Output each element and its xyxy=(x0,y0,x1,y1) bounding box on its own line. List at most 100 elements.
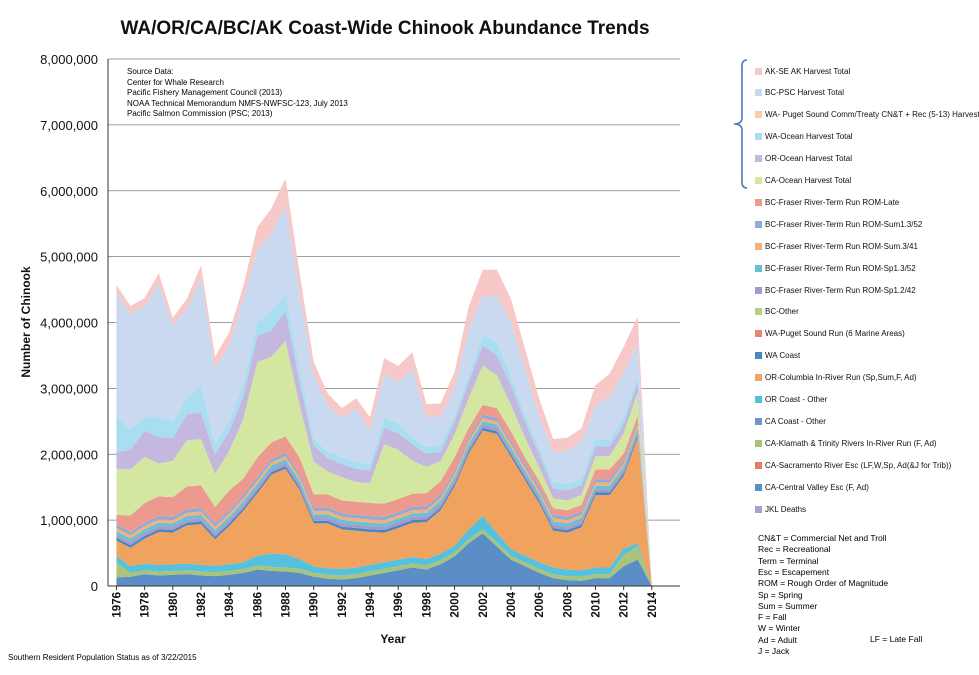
legend-swatch xyxy=(755,286,762,294)
legend-swatch xyxy=(755,220,762,228)
source-line: Pacific Salmon Commission (PSC; 2013) xyxy=(127,109,273,118)
legend-item: BC-Other xyxy=(755,305,799,319)
legend-item: JKL Deaths xyxy=(755,502,806,516)
source-line: Source Data: xyxy=(127,67,174,76)
footer-note: Southern Resident Population Status as o… xyxy=(8,653,197,662)
legend-item: WA- Puget Sound Comm/Treaty CN&T + Rec (… xyxy=(755,108,979,122)
legend-item: BC-Fraser River-Term Run ROM-Sum1.3/52 xyxy=(755,217,922,231)
legend-swatch xyxy=(755,198,762,206)
abbreviation-line: F = Fall xyxy=(758,612,787,623)
x-tick-label: 2006 xyxy=(534,592,546,618)
legend-item: CA-Ocean Harvest Total xyxy=(755,174,851,188)
x-axis-label: Year xyxy=(380,632,406,646)
area-series xyxy=(116,294,652,586)
legend-swatch xyxy=(755,505,762,513)
area-series xyxy=(116,427,652,586)
source-data-note: Source Data: Center for Whale Research Pac… xyxy=(127,67,348,120)
x-tick-label: 1982 xyxy=(196,592,208,618)
x-tick-label: 1998 xyxy=(421,591,433,617)
x-tick-label: 2010 xyxy=(590,592,602,618)
x-tick-label: 2002 xyxy=(478,592,490,618)
x-tick-label: 1994 xyxy=(365,591,377,617)
x-tick-label: 1978 xyxy=(140,591,152,617)
legend-label: JKL Deaths xyxy=(765,504,807,514)
source-line: Pacific Fishery Management Council (2013… xyxy=(127,88,283,97)
legend-swatch xyxy=(755,242,762,250)
y-tick-label: 2,000,000 xyxy=(40,447,98,462)
chart-title: WA/OR/CA/BC/AK Coast-Wide Chinook Abunda… xyxy=(120,18,649,39)
legend-swatch xyxy=(755,177,762,184)
x-tick-label: 1976 xyxy=(111,592,123,618)
abbreviation-line: Term = Terminal xyxy=(758,555,819,566)
legend-label: AK-SE AK Harvest Total xyxy=(765,66,851,76)
area-series xyxy=(116,311,652,586)
legend-label: BC-PSC Harvest Total xyxy=(765,88,844,98)
y-tick-labels: 0 1,000,000 2,000,000 3,000,000 4,000,000 5,0… xyxy=(40,52,98,594)
legend-label: WA- Puget Sound Comm/Treaty CN&T + Rec (… xyxy=(765,110,979,120)
stacked-areas xyxy=(116,178,652,586)
legend-label: BC-Fraser River-Term Run ROM-Sum1.3/52 xyxy=(765,219,923,229)
legend-label: CA Coast - Other xyxy=(765,416,826,426)
legend-swatch xyxy=(755,89,762,97)
legend-item: BC-PSC Harvest Total xyxy=(755,86,844,100)
legend-label: BC-Fraser River-Term Run ROM-Late xyxy=(765,197,900,207)
legend-label: OR-Columbia In-River Run (Sp,Sum,F, Ad) xyxy=(765,373,917,383)
x-tick-label: 1980 xyxy=(168,592,180,618)
abbreviation-line: Sp = Spring xyxy=(758,589,803,600)
abbreviation-line: ROM = Rough Order of Magnitude xyxy=(758,578,889,589)
legend-label: CA-Sacramento River Esc (LF,W,Sp, Ad(&J … xyxy=(765,460,952,470)
legend-item: WA-Ocean Harvest Total xyxy=(755,130,853,144)
legend-swatch xyxy=(755,461,762,469)
legend-swatch xyxy=(755,352,762,360)
legend-item: BC-Fraser River-Term Run ROM-Sp1.3/52 xyxy=(755,261,916,275)
x-tick-label: 1986 xyxy=(252,592,264,618)
y-tick-label: 4,000,000 xyxy=(40,316,98,331)
x-tick-label: 2012 xyxy=(619,592,631,618)
source-line: Center for Whale Research xyxy=(127,77,224,87)
legend-swatch xyxy=(755,111,762,119)
abbreviation-late-fall: LF = Late Fall xyxy=(870,634,923,644)
source-line: NOAA Technical Memorandum NMFS-NWFSC-123… xyxy=(127,98,348,108)
legend-item: CA Coast - Other xyxy=(755,414,826,428)
area-series xyxy=(116,418,652,586)
legend-label: WA Coast xyxy=(765,351,801,361)
legend-label: OR Coast - Other xyxy=(765,395,828,404)
x-tick-label: 2000 xyxy=(450,592,462,618)
abbreviations-key: LF = Late Fall CN&T = Commercial Net and… xyxy=(758,533,973,656)
legend-label: OR-Ocean Harvest Total xyxy=(765,154,852,164)
legend-swatch xyxy=(755,133,762,141)
legend-item: CA-Central Valley Esc (F, Ad) xyxy=(755,480,869,494)
x-tick-label: 1996 xyxy=(393,592,405,618)
x-tick-label: 2004 xyxy=(506,591,518,617)
abbreviation-line: CN&T = Commercial Net and Troll xyxy=(758,533,887,543)
abbreviation-line: W = Winter xyxy=(758,623,801,634)
y-tick-label: 5,000,000 xyxy=(40,250,98,265)
area-series xyxy=(116,340,652,586)
legend-swatch xyxy=(755,67,762,75)
x-tick-label: 2008 xyxy=(562,591,574,617)
legend-label: CA-Ocean Harvest Total xyxy=(765,176,852,185)
x-tick-label: 1984 xyxy=(224,591,236,617)
legend-item: BC-Fraser River-Term Run ROM-Sp1.2/42 xyxy=(755,283,916,297)
legend-swatch xyxy=(755,483,762,491)
legend-item: AK-SE AK Harvest Total xyxy=(755,64,850,78)
legend-item: WA-Puget Sound Run (6 Marine Areas) xyxy=(755,327,905,341)
legend-item: OR Coast - Other xyxy=(755,393,827,407)
legend-item: BC-Fraser River-Term Run ROM-Late xyxy=(755,195,899,209)
area-series xyxy=(116,533,652,586)
y-tick-label: 1,000,000 xyxy=(40,513,98,528)
legend-item: BC-Fraser River-Term Run ROM-Sum.3/41 xyxy=(755,239,918,253)
legend-item: WA Coast xyxy=(755,349,800,363)
legend-swatch xyxy=(755,330,762,338)
x-tick-label: 1992 xyxy=(337,592,349,618)
legend-label: BC-Fraser River-Term Run ROM-Sp1.3/52 xyxy=(765,263,916,273)
legend-swatch xyxy=(755,308,762,316)
legend-label: CA-Central Valley Esc (F, Ad) xyxy=(765,482,869,492)
abbreviation-line: Ad = Adult xyxy=(758,634,797,645)
legend-swatch xyxy=(755,374,762,382)
legend-label: WA-Puget Sound Run (6 Marine Areas) xyxy=(765,329,905,339)
x-tick-label: 1988 xyxy=(281,591,293,617)
abbreviation-line: Rec = Recreational xyxy=(758,544,831,555)
